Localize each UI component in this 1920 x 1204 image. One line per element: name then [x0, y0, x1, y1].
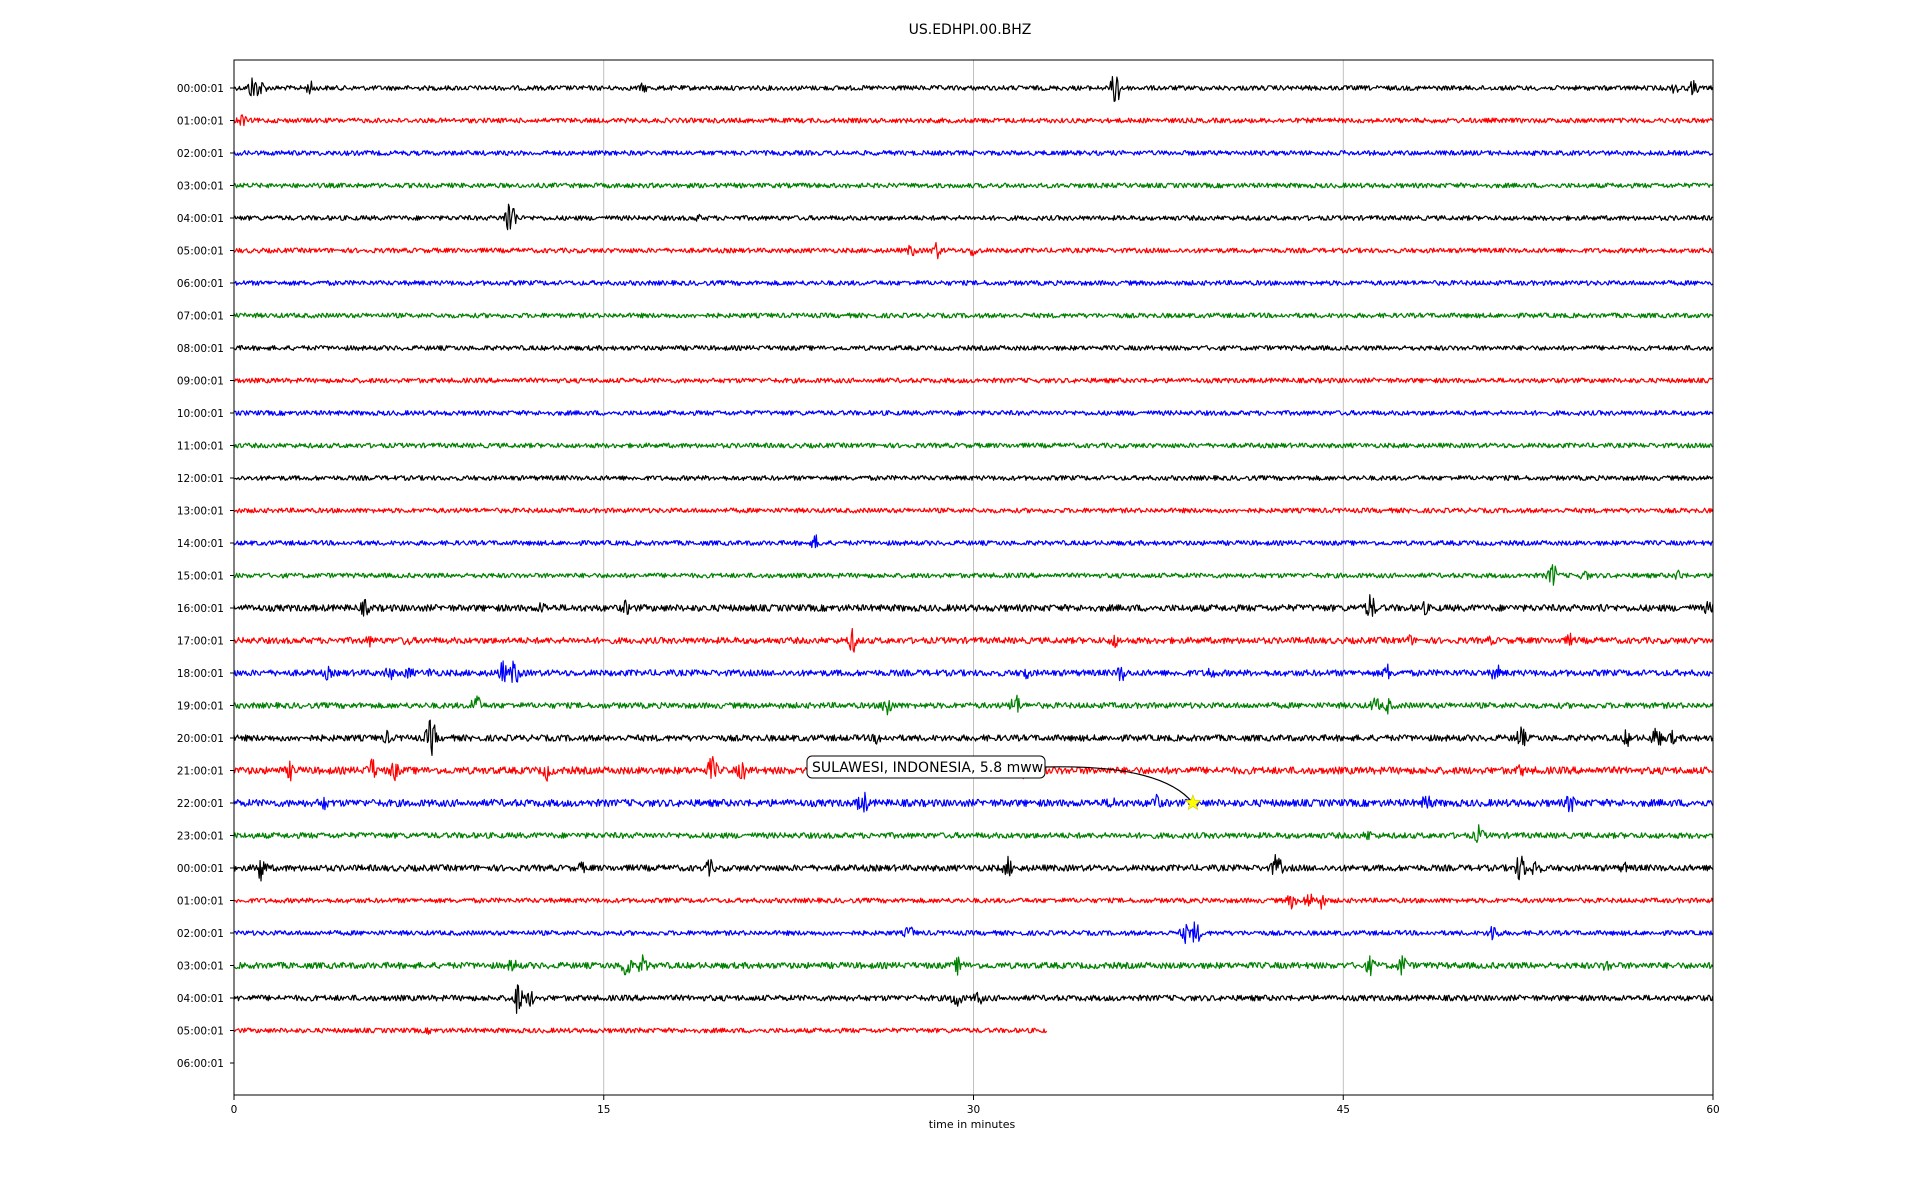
annotation-text: SULAWESI, INDONESIA, 5.8 mww	[812, 760, 1043, 776]
trace-row-13	[233, 507, 1714, 514]
row-label-22: 22:00:01	[177, 798, 224, 810]
annotation-box	[806, 755, 1046, 779]
trace-row-1	[233, 114, 1713, 127]
row-label-16: 16:00:01	[177, 603, 224, 615]
trace-row-25	[233, 893, 1714, 910]
row-label-4: 04:00:01	[177, 213, 224, 225]
trace-row-19	[233, 694, 1714, 716]
row-label-8: 08:00:01	[177, 343, 224, 355]
trace-row-11	[233, 442, 1714, 449]
row-label-26: 02:00:01	[177, 928, 224, 940]
row-label-2: 02:00:01	[177, 148, 224, 160]
row-label-14: 14:00:01	[177, 538, 224, 550]
trace-row-18	[233, 660, 1713, 683]
row-label-10: 10:00:01	[177, 408, 224, 420]
row-label-9: 09:00:01	[177, 376, 224, 388]
trace-row-8	[233, 345, 1714, 351]
row-labels: 00:00:01 01:00:01 02:00:01 03:00:01 04:00:01…	[177, 83, 234, 1070]
trace-row-9	[233, 377, 1713, 384]
row-label-11: 11:00:01	[177, 441, 224, 453]
trace-row-2	[233, 150, 1714, 156]
event-star-marker	[1184, 794, 1202, 811]
trace-row-23	[233, 824, 1714, 843]
trace-row-28	[233, 984, 1714, 1014]
row-label-20: 20:00:01	[177, 733, 224, 745]
row-label-15: 15:00:01	[177, 571, 224, 583]
chart-title: US.EDHPI.00.BHZ	[909, 22, 1032, 38]
row-label-25: 01:00:01	[177, 896, 224, 908]
row-label-30: 06:00:01	[177, 1058, 224, 1070]
row-label-27: 03:00:01	[177, 961, 224, 973]
row-label-28: 04:00:01	[177, 993, 224, 1005]
annotation-arrow	[1044, 766, 1194, 804]
row-label-21: 21:00:01	[177, 766, 224, 778]
trace-row-17	[233, 627, 1714, 653]
row-label-5: 05:00:01	[177, 246, 224, 258]
row-label-17: 17:00:01	[177, 636, 224, 648]
x-tick-label-0: 0	[231, 1104, 238, 1116]
trace-row-5	[233, 241, 1714, 260]
trace-row-6	[233, 280, 1714, 286]
row-label-3: 03:00:01	[177, 181, 224, 193]
trace-row-29	[233, 1027, 1048, 1035]
row-label-12: 12:00:01	[177, 473, 224, 485]
trace-row-15	[233, 564, 1714, 586]
event-annotation: SULAWESI, INDONESIA, 5.8 mww	[806, 755, 1202, 811]
trace-row-3	[233, 182, 1714, 189]
trace-row-27	[233, 954, 1714, 977]
row-label-24: 00:00:01	[177, 863, 224, 875]
trace-row-0	[233, 76, 1714, 102]
trace-row-16	[233, 594, 1714, 617]
x-tick-label-45: 45	[1337, 1104, 1350, 1116]
row-label-1: 01:00:01	[177, 116, 224, 128]
row-label-18: 18:00:01	[177, 668, 224, 680]
trace-row-22	[233, 791, 1714, 813]
x-tick-label-30: 30	[967, 1104, 980, 1116]
row-label-7: 07:00:01	[177, 311, 224, 323]
trace-row-20	[233, 719, 1714, 756]
trace-row-4	[233, 203, 1713, 231]
x-tick-label-60: 60	[1706, 1104, 1719, 1116]
row-label-19: 19:00:01	[177, 701, 224, 713]
trace-row-12	[233, 475, 1714, 481]
trace-row-7	[233, 312, 1714, 319]
x-tick-label-15: 15	[597, 1104, 610, 1116]
trace-row-26	[233, 921, 1714, 945]
trace-row-14	[233, 534, 1714, 549]
row-label-29: 05:00:01	[177, 1026, 224, 1038]
x-axis-label: time in minutes	[929, 1118, 1016, 1131]
trace-row-24	[233, 854, 1714, 882]
x-axis-ticks: 0 15 30 45 60	[231, 1095, 1720, 1116]
trace-row-10	[233, 410, 1714, 416]
row-label-13: 13:00:01	[177, 506, 224, 518]
row-label-23: 23:00:01	[177, 831, 224, 843]
row-label-6: 06:00:01	[177, 278, 224, 290]
row-label-0: 00:00:01	[177, 83, 224, 95]
